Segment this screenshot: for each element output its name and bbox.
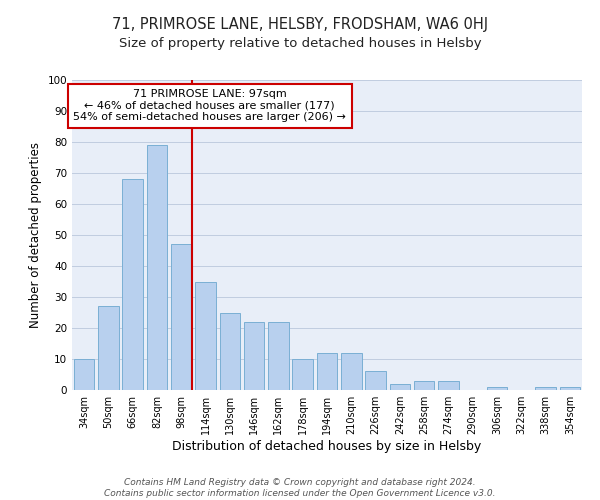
Bar bbox=[365, 372, 386, 390]
Text: Contains HM Land Registry data © Crown copyright and database right 2024.
Contai: Contains HM Land Registry data © Crown c… bbox=[104, 478, 496, 498]
Bar bbox=[560, 387, 580, 390]
Bar bbox=[171, 244, 191, 390]
Bar bbox=[414, 380, 434, 390]
Bar bbox=[341, 353, 362, 390]
Bar bbox=[122, 179, 143, 390]
Bar bbox=[195, 282, 216, 390]
Bar bbox=[244, 322, 265, 390]
Text: 71 PRIMROSE LANE: 97sqm
← 46% of detached houses are smaller (177)
54% of semi-d: 71 PRIMROSE LANE: 97sqm ← 46% of detache… bbox=[73, 90, 346, 122]
Bar bbox=[98, 306, 119, 390]
Bar bbox=[535, 387, 556, 390]
Bar bbox=[268, 322, 289, 390]
Bar bbox=[74, 359, 94, 390]
X-axis label: Distribution of detached houses by size in Helsby: Distribution of detached houses by size … bbox=[172, 440, 482, 453]
Bar bbox=[317, 353, 337, 390]
Y-axis label: Number of detached properties: Number of detached properties bbox=[29, 142, 42, 328]
Bar bbox=[292, 359, 313, 390]
Bar bbox=[487, 387, 508, 390]
Bar bbox=[220, 312, 240, 390]
Text: 71, PRIMROSE LANE, HELSBY, FRODSHAM, WA6 0HJ: 71, PRIMROSE LANE, HELSBY, FRODSHAM, WA6… bbox=[112, 18, 488, 32]
Bar bbox=[146, 145, 167, 390]
Text: Size of property relative to detached houses in Helsby: Size of property relative to detached ho… bbox=[119, 38, 481, 51]
Bar bbox=[438, 380, 459, 390]
Bar bbox=[389, 384, 410, 390]
